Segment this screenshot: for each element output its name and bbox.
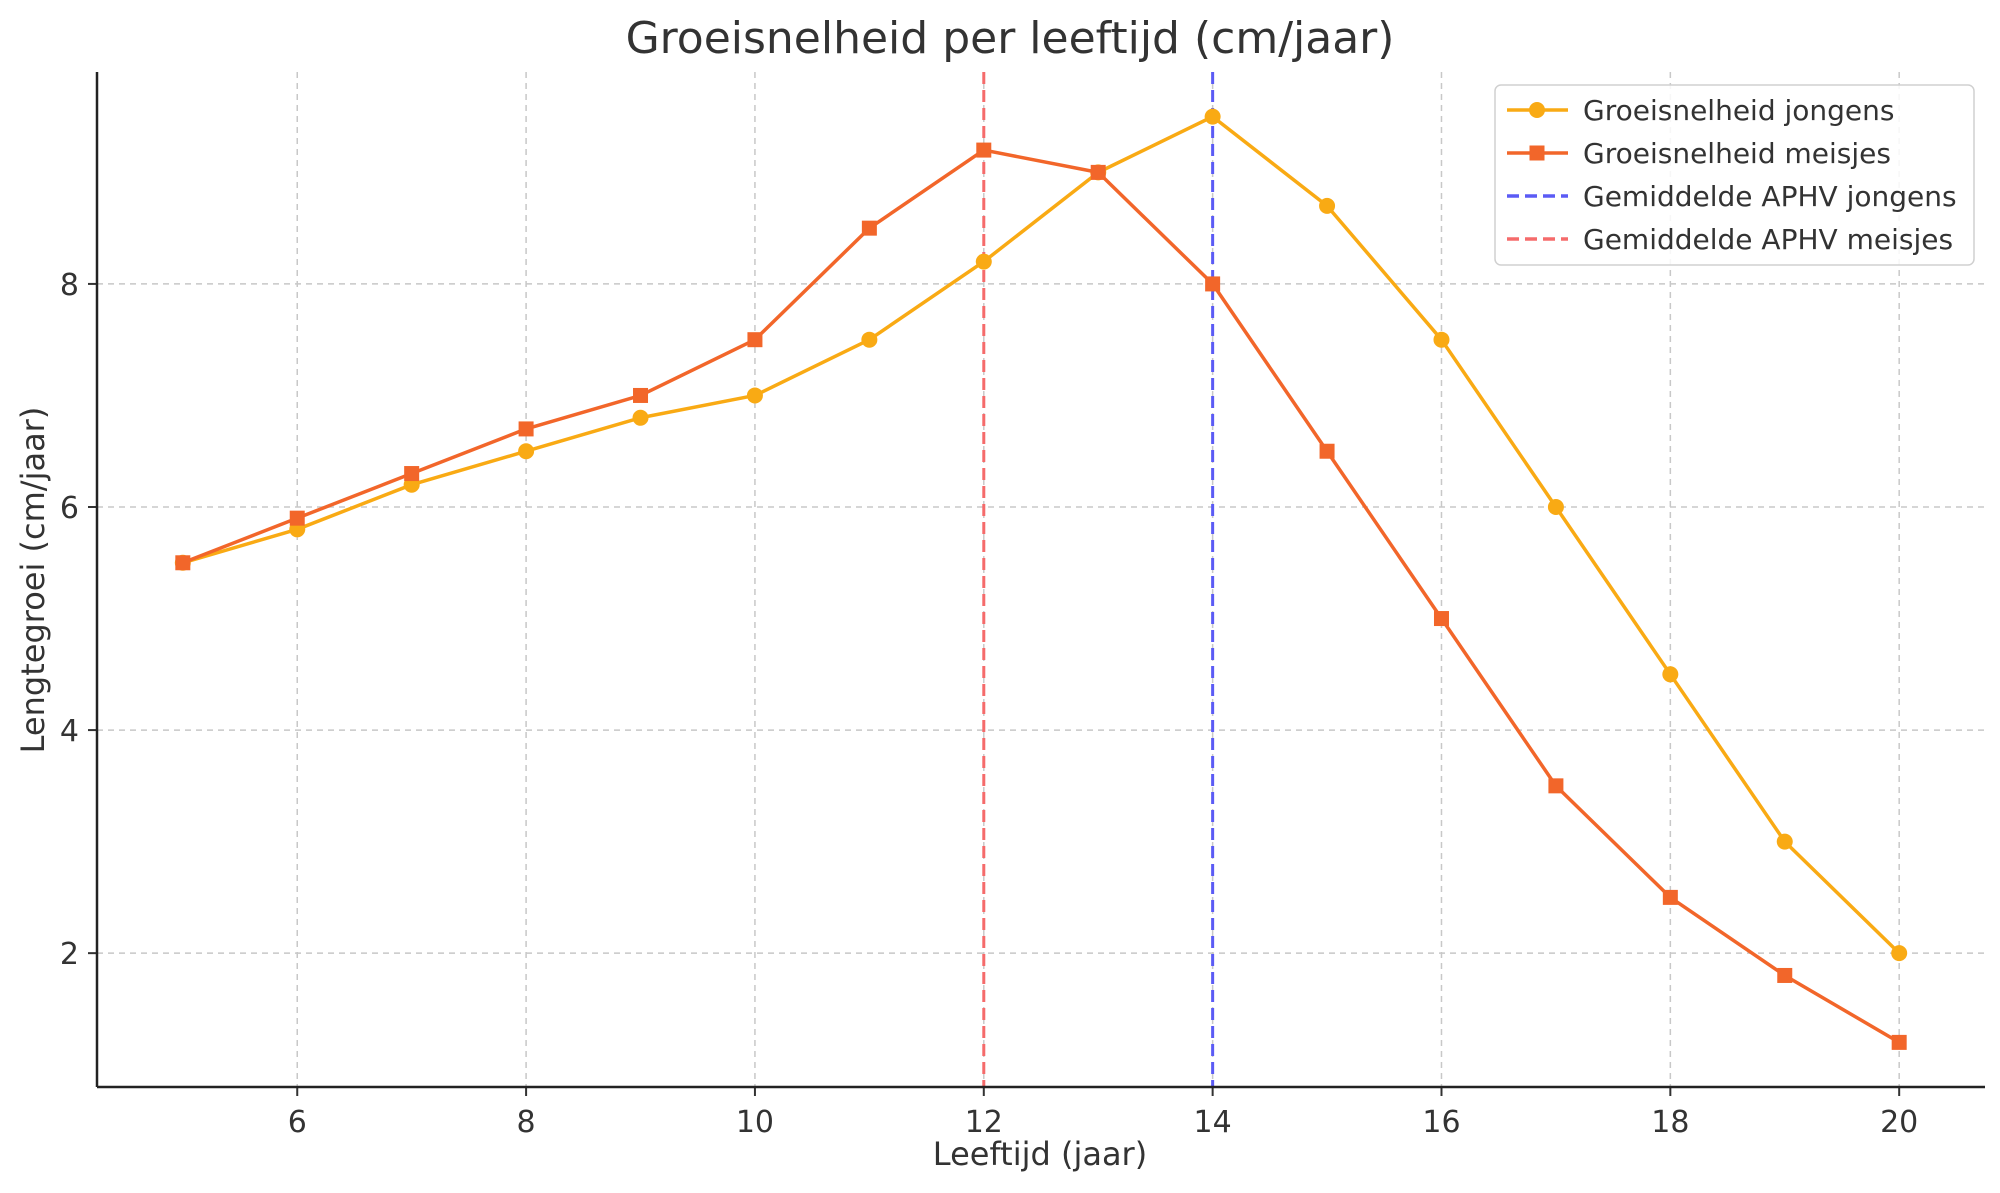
x-tick-label: 20 [1880, 1105, 1918, 1140]
data-point [404, 466, 420, 482]
legend-box [1494, 84, 1975, 266]
series-line [182, 114, 1901, 955]
x-tick-label: 6 [288, 1105, 307, 1140]
y-tick-label: 8 [60, 268, 79, 303]
data-point [975, 253, 992, 270]
x-tick-label: 10 [736, 1105, 774, 1140]
data-point [289, 510, 305, 526]
data-point [747, 332, 763, 348]
data-point [1891, 945, 1908, 962]
data-point [1433, 331, 1450, 348]
data-point [746, 387, 763, 404]
series-line [182, 148, 1901, 1044]
tick-labels: 6 8 10 12 14 16 18 20 2 4 6 8 [60, 268, 1918, 1140]
x-tick-label: 18 [1651, 1105, 1689, 1140]
legend-label: Gemiddelde APHV meisjes [1583, 223, 1953, 256]
data-point [1547, 499, 1564, 515]
reference-lines [982, 72, 1215, 1087]
axes [88, 72, 1985, 1096]
x-tick-label: 8 [517, 1105, 536, 1140]
data-point [633, 387, 649, 403]
y-tick-label: 2 [60, 937, 79, 972]
legend-item: Gemiddelde APHV meisjes [1507, 223, 1953, 256]
data-series [174, 108, 1908, 1050]
x-axis-label: Leeftijd (jaar) [933, 1135, 1147, 1173]
x-tick-label: 12 [965, 1105, 1003, 1140]
data-point [518, 443, 535, 460]
data-point [1433, 611, 1449, 627]
y-tick-label: 6 [60, 491, 79, 526]
legend: Groeisnelheid jongens Groeisnelheid meisj… [1494, 84, 1975, 266]
legend-marker [1529, 145, 1545, 161]
legend-item: Gemiddelde APHV jongens [1507, 180, 1957, 213]
data-point [861, 220, 877, 236]
legend-label: Groeisnelheid meisjes [1583, 137, 1891, 170]
data-point [175, 555, 191, 571]
legend-label: Groeisnelheid jongens [1583, 94, 1895, 127]
x-tick-label: 14 [1194, 1105, 1232, 1140]
data-point [1204, 108, 1221, 125]
data-point [1776, 833, 1793, 850]
data-point [1891, 1034, 1907, 1050]
y-tick-label: 4 [60, 714, 79, 749]
data-point [861, 331, 878, 348]
data-point [1777, 967, 1793, 983]
data-point [632, 409, 649, 426]
chart-title: Groeisnelheid per leeftijd (cm/jaar) [626, 13, 1395, 64]
data-point [1548, 778, 1564, 794]
legend-marker [1529, 102, 1545, 118]
data-point [1205, 276, 1221, 292]
series-meisjes [175, 142, 1907, 1050]
data-point [1662, 889, 1678, 905]
legend-item: Groeisnelheid jongens [1507, 94, 1895, 127]
y-axis-label: Lengtegroei (cm/jaar) [14, 407, 52, 754]
data-point [518, 421, 534, 437]
legend-label: Gemiddelde APHV jongens [1583, 180, 1957, 213]
data-point [1319, 197, 1336, 214]
data-point [1090, 164, 1106, 180]
legend-item: Groeisnelheid meisjes [1507, 137, 1891, 170]
x-tick-label: 16 [1422, 1105, 1460, 1140]
data-point [976, 142, 992, 158]
data-point [1319, 443, 1335, 459]
data-point [1662, 666, 1679, 683]
